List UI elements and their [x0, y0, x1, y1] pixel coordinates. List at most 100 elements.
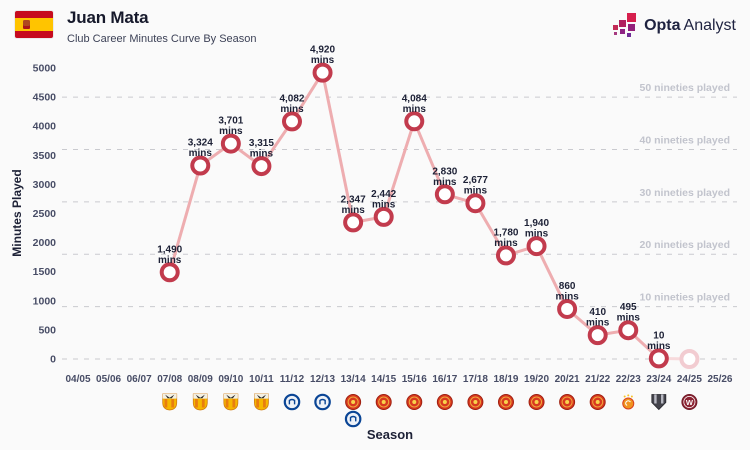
vissel-kobe-logo — [651, 394, 667, 411]
x-tick-label: 18/19 — [493, 374, 518, 385]
y-tick-label: 1000 — [33, 295, 57, 307]
valencia-logo — [254, 393, 269, 411]
point-label-14-15: 2,442 mins — [371, 189, 396, 211]
brand-name-analyst: Analyst — [683, 16, 736, 34]
point-label-13-14: 2,347 mins — [341, 194, 366, 216]
line-segment — [474, 202, 508, 257]
brand-text: Opta Analyst — [644, 17, 736, 35]
manchester-united-logo — [467, 394, 484, 410]
chelsea-logo — [344, 410, 362, 428]
manchester-united-logo — [436, 394, 453, 410]
flag-red-stripe — [15, 30, 53, 38]
flag-coat-of-arms — [23, 20, 30, 30]
flag-red-stripe — [15, 11, 53, 19]
chelsea-logo — [283, 393, 301, 411]
opta-blocks-icon — [613, 13, 637, 37]
point-label-21-22: 410 mins — [586, 307, 610, 329]
x-tick-label: 09/10 — [218, 374, 243, 385]
data-point-13-14 — [343, 212, 364, 233]
valencia-logo — [192, 393, 208, 411]
point-label-09-10: 3,701 mins — [218, 116, 243, 138]
point-label-23-24: 10 mins — [647, 330, 671, 352]
brand-name-opta: Opta — [644, 16, 681, 34]
svg-text:W: W — [686, 398, 694, 407]
minutes-line-chart: 50 nineties played 40 nineties played 30 n… — [33, 45, 737, 428]
chelsea-logo — [314, 393, 331, 411]
flag-yellow-stripe — [15, 18, 53, 31]
manchester-united-logo — [375, 394, 392, 410]
manchester-united-logo — [406, 394, 423, 410]
x-tick-label: 25/26 — [707, 374, 732, 385]
galatasaray-logo — [622, 394, 635, 410]
manchester-united-logo — [345, 394, 362, 410]
x-tick-label: 22/23 — [616, 374, 641, 385]
data-point-22-23 — [618, 320, 639, 341]
nineties-label: 20 nineties played — [640, 239, 730, 251]
western-sydney-wanderers-logo: W — [681, 394, 698, 410]
data-point-11-12 — [281, 111, 302, 132]
x-tick-label: 16/17 — [432, 374, 457, 385]
x-tick-label: 21/22 — [585, 374, 610, 385]
manchester-united-logo — [497, 394, 514, 410]
data-point-09-10 — [220, 133, 241, 154]
opta-analyst-logo: Opta Analyst — [613, 12, 736, 39]
data-point-24-25 — [679, 349, 700, 369]
x-tick-label: 11/12 — [280, 374, 305, 385]
nineties-label: 50 nineties played — [640, 82, 730, 94]
x-tick-label: 17/18 — [463, 374, 488, 385]
point-label-19-20: 1,940 mins — [524, 218, 549, 240]
point-label-07-08: 1,490 mins — [157, 244, 182, 265]
y-tick-label: 500 — [38, 324, 56, 336]
data-point-14-15 — [373, 206, 394, 227]
x-tick-label: 08/09 — [188, 374, 213, 385]
x-tick-label: 05/06 — [96, 374, 121, 385]
data-point-07-08 — [159, 262, 180, 283]
data-point-20-21 — [557, 298, 578, 319]
valencia-logo — [162, 393, 178, 411]
point-label-08-09: 3,324 mins — [188, 138, 213, 160]
y-tick-label: 2500 — [33, 208, 57, 220]
line-segment — [382, 120, 416, 218]
data-point-12-13 — [312, 62, 333, 83]
manchester-united-logo — [559, 394, 576, 410]
y-tick-label: 1500 — [33, 266, 57, 278]
y-tick-label: 5000 — [33, 63, 57, 75]
x-tick-label: 24/25 — [677, 374, 702, 385]
spain-flag-icon — [15, 11, 53, 38]
manchester-united-logo — [528, 394, 545, 410]
point-label-18-19: 1,780 mins — [493, 227, 518, 249]
line-segment — [321, 72, 355, 223]
x-tick-label: 20/21 — [555, 374, 580, 385]
y-tick-label: 3000 — [33, 179, 57, 191]
point-label-16-17: 2,830 mins — [432, 166, 457, 188]
line-segment — [168, 165, 202, 273]
point-label-15-16: 4,084 mins — [402, 93, 427, 115]
manchester-united-logo — [589, 394, 606, 410]
data-point-17-18 — [465, 193, 486, 214]
point-label-22-23: 495 mins — [617, 302, 641, 324]
y-tick-label: 2000 — [33, 237, 57, 249]
x-tick-label: 14/15 — [371, 374, 396, 385]
point-label-10-11: 3,315 mins — [249, 138, 274, 160]
point-label-12-13: 4,920 mins — [310, 45, 335, 67]
page-subtitle: Club Career Minutes Curve By Season — [67, 33, 257, 45]
data-point-10-11 — [251, 156, 272, 177]
y-tick-label: 4500 — [33, 92, 57, 104]
x-tick-label: 13/14 — [341, 374, 366, 385]
y-tick-label: 0 — [50, 354, 56, 366]
line-segment — [535, 245, 569, 310]
data-point-21-22 — [587, 325, 608, 346]
y-tick-label: 4000 — [33, 121, 57, 133]
nineties-label: 10 nineties played — [640, 292, 730, 304]
data-point-16-17 — [434, 184, 455, 205]
x-axis-title: Season — [366, 427, 414, 442]
point-label-11-12: 4,082 mins — [279, 93, 304, 115]
valencia-logo — [223, 393, 239, 411]
x-tick-label: 06/07 — [127, 374, 152, 385]
data-point-23-24 — [648, 348, 669, 369]
nineties-label: 30 nineties played — [640, 187, 730, 199]
point-label-17-18: 2,677 mins — [463, 175, 488, 197]
x-tick-label: 19/20 — [524, 374, 549, 385]
line-segment — [412, 120, 447, 195]
x-tick-label: 07/08 — [157, 374, 182, 385]
